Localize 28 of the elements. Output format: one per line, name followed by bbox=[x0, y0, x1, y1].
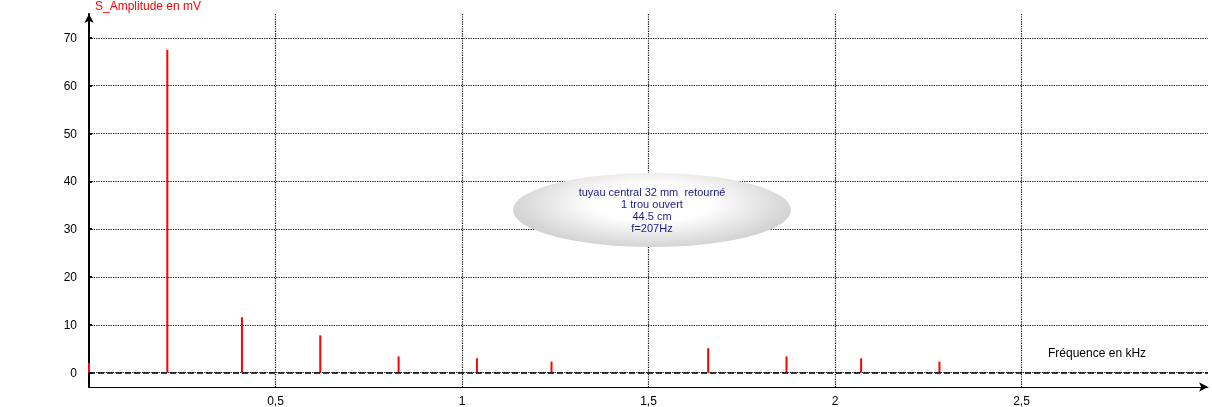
x-tick-label: 1,5 bbox=[640, 394, 658, 407]
y-tick-label: 60 bbox=[63, 78, 78, 93]
y-tick-label: 20 bbox=[63, 270, 78, 285]
bar bbox=[785, 356, 788, 373]
x-tick-label: 2 bbox=[831, 394, 839, 407]
y-tick-label: 30 bbox=[63, 222, 78, 237]
y-tick-label: 10 bbox=[63, 317, 78, 332]
bar bbox=[88, 363, 90, 373]
y-axis-title: S_Amplitude en mV bbox=[95, 0, 202, 13]
x-tick-label: 2,5 bbox=[1013, 394, 1031, 407]
ellipse-callout: tuyau central 32 mm retourné 1 trou ouvert 44.5 cm f=207Hz bbox=[513, 173, 791, 247]
bar bbox=[166, 49, 169, 373]
y-tick-label: 40 bbox=[63, 174, 78, 189]
x-tick-label: 1 bbox=[458, 394, 466, 407]
bar bbox=[938, 361, 941, 373]
bar bbox=[319, 335, 322, 373]
bar bbox=[397, 356, 400, 373]
y-tick-label: 50 bbox=[63, 126, 78, 141]
bar bbox=[240, 317, 243, 373]
y-tick-label: 70 bbox=[63, 30, 78, 45]
bar bbox=[475, 358, 478, 373]
y-tick-label: 0 bbox=[70, 365, 78, 380]
annotation: tuyau central 32 mm retourné 1 trou ouvert 44.5 cm f=207Hz bbox=[578, 186, 726, 234]
bar bbox=[550, 361, 553, 373]
bar bbox=[707, 348, 710, 373]
x-tick-label: 0,5 bbox=[267, 394, 285, 407]
x-axis-title: Fréquence en kHz bbox=[1048, 346, 1147, 360]
bar bbox=[860, 358, 863, 373]
